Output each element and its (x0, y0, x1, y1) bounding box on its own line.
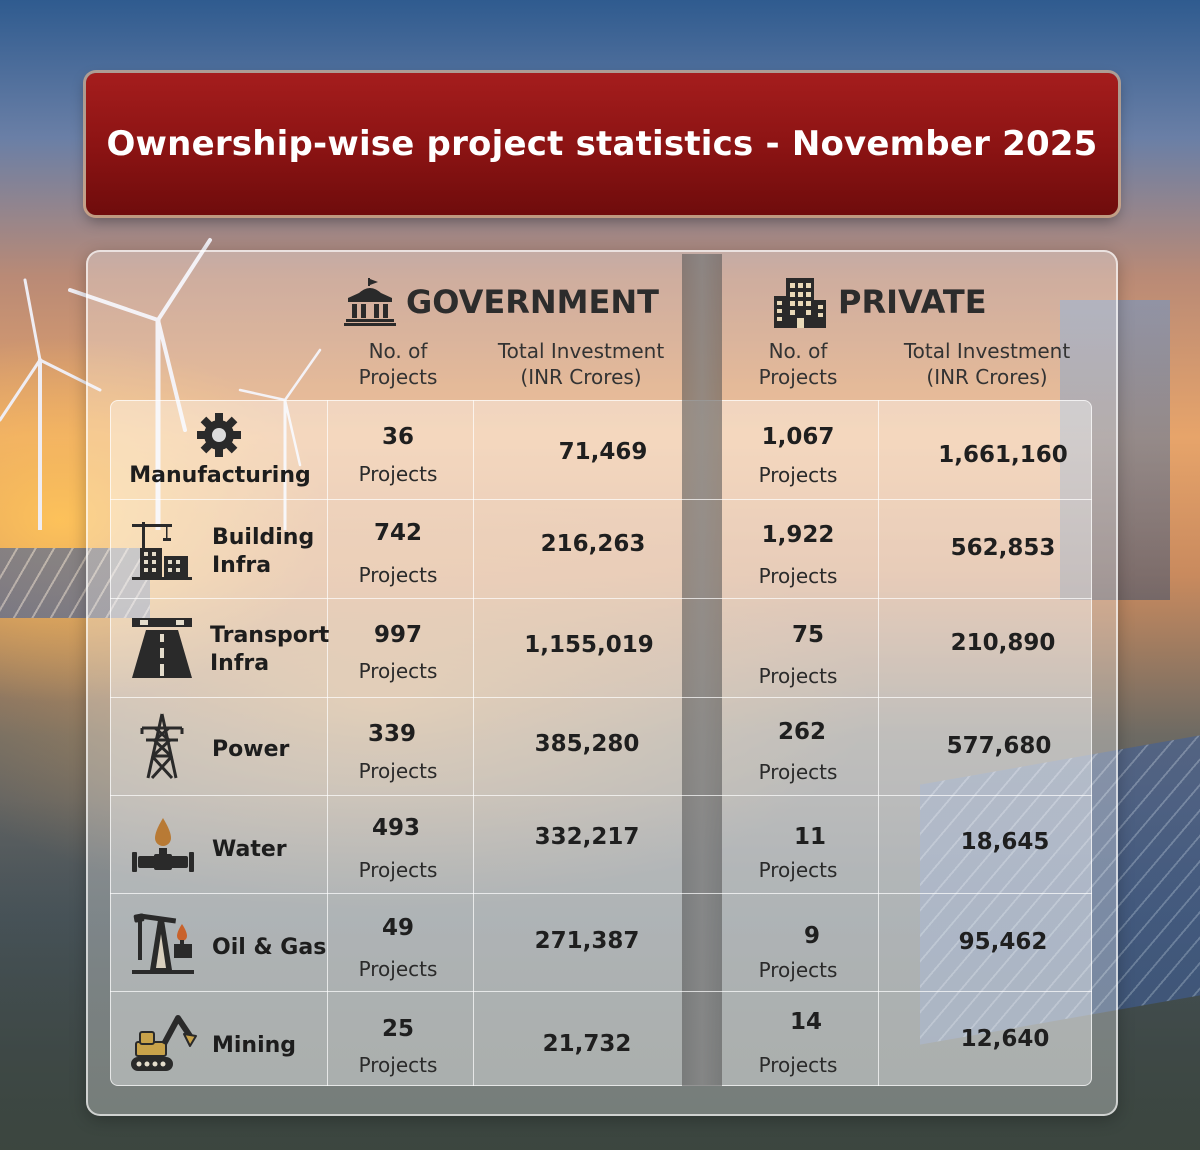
grid-line (110, 795, 1092, 796)
water-pipe-icon (132, 818, 194, 872)
grid-line (110, 991, 1092, 992)
building-crane-icon (132, 522, 192, 580)
pvt-project-unit: Projects (758, 664, 838, 688)
gov-investment-value: 271,387 (534, 928, 640, 954)
gov-project-count: 997 (373, 622, 422, 648)
pvt-investment-value: 1,661,160 (938, 442, 1068, 468)
category-label: Transport Infra (210, 623, 330, 676)
pvt-investment-value: 562,853 (950, 535, 1056, 561)
pvt-project-count: 75 (791, 622, 824, 648)
private-label: PRIVATE (838, 283, 987, 321)
gov-project-count: 25 (381, 1016, 414, 1042)
gov-project-unit: Projects (358, 1053, 438, 1077)
gov-project-count: 493 (371, 815, 420, 841)
grid-line (878, 400, 879, 1086)
gov-project-unit: Projects (358, 659, 438, 683)
pvt-investment-value: 577,680 (946, 733, 1052, 759)
pvt-project-unit: Projects (758, 858, 838, 882)
pvt-project-unit: Projects (758, 958, 838, 982)
title-banner: Ownership-wise project statistics - Nove… (86, 73, 1118, 215)
gear-icon (197, 413, 241, 457)
pvt-project-count: 9 (803, 923, 820, 949)
pvt-project-count: 1,922 (761, 522, 835, 548)
gov-investment-value: 332,217 (534, 824, 640, 850)
pvt-investment-value: 18,645 (960, 829, 1050, 855)
gov-investment-value: 71,469 (558, 439, 648, 465)
gov-project-unit: Projects (358, 858, 438, 882)
category-label: Building Infra (212, 525, 315, 578)
gov-investment-value: 21,732 (542, 1031, 632, 1057)
gov-project-unit: Projects (358, 759, 438, 783)
pvt-projects-column-header: No. of Projects (758, 339, 838, 389)
gov-project-count: 742 (373, 520, 422, 546)
grid-line (327, 400, 328, 1086)
government-building-icon (344, 278, 396, 326)
page-title: Ownership-wise project statistics - Nove… (106, 124, 1098, 164)
pvt-project-count: 11 (793, 824, 826, 850)
gov-investment-value: 385,280 (534, 731, 640, 757)
category-label: Manufacturing (129, 463, 311, 488)
oil-pump-icon (132, 913, 194, 974)
category-label: Water (212, 837, 287, 862)
stats-table (110, 400, 1092, 1086)
pvt-project-unit: Projects (758, 463, 838, 487)
excavator-icon (131, 1015, 197, 1071)
grid-line (110, 893, 1092, 894)
gov-investment-value: 1,155,019 (524, 632, 654, 658)
stats-panel (86, 250, 1118, 1116)
pvt-investment-value: 95,462 (958, 929, 1048, 955)
pvt-investment-value: 210,890 (950, 630, 1056, 656)
pvt-project-unit: Projects (758, 1053, 838, 1077)
pvt-project-count: 14 (789, 1009, 822, 1035)
category-label: Power (212, 737, 290, 762)
grid-line (473, 400, 474, 1086)
wind-turbines (0, 238, 322, 530)
road-icon (132, 618, 192, 678)
gov-project-count: 49 (381, 915, 414, 941)
gov-investment-value: 216,263 (540, 531, 646, 557)
grid-line (110, 697, 1092, 698)
grid-line (110, 499, 1092, 500)
government-header: GOVERNMENT (344, 270, 659, 334)
gov-investment-column-header: Total Investment (INR Crores) (497, 339, 665, 389)
category-label: Mining (212, 1033, 297, 1058)
solar-panels-left (0, 548, 150, 618)
pvt-investment-value: 12,640 (960, 1026, 1050, 1052)
grid-line (110, 598, 1092, 599)
pvt-investment-column-header: Total Investment (INR Crores) (903, 339, 1071, 389)
pvt-project-count: 262 (777, 719, 826, 745)
background-skyscraper (1060, 300, 1170, 600)
pvt-project-count: 1,067 (761, 424, 835, 450)
power-tower-icon (140, 713, 184, 780)
gov-project-unit: Projects (358, 957, 438, 981)
private-header: PRIVATE (772, 270, 987, 334)
pvt-project-unit: Projects (758, 760, 838, 784)
section-divider (682, 254, 722, 1086)
gov-project-count: 339 (367, 721, 416, 747)
gov-project-count: 36 (381, 424, 414, 450)
pvt-project-unit: Projects (758, 564, 838, 588)
category-label: Oil & Gas (212, 935, 327, 960)
gov-project-unit: Projects (358, 462, 438, 486)
office-building-icon (774, 278, 826, 328)
gov-project-unit: Projects (358, 563, 438, 587)
gov-projects-column-header: No. of Projects (358, 339, 438, 389)
government-label: GOVERNMENT (406, 283, 659, 321)
